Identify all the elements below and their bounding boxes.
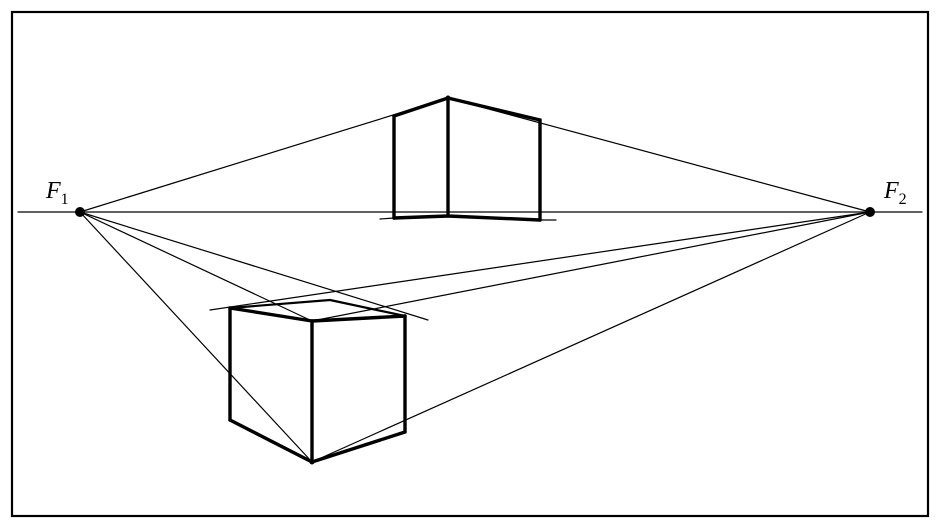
ray-f2-lower-top-front: [312, 212, 870, 321]
ray-f1-lower-bottom: [80, 212, 312, 462]
lower-apex-dot: [310, 460, 315, 465]
upper-top-left-edge: [394, 98, 448, 116]
lower-base-right: [312, 432, 405, 462]
upper-apex-dot: [446, 96, 451, 101]
label-f2: F2: [883, 178, 907, 208]
label-f1: F1: [45, 178, 69, 208]
upper-base-right: [448, 216, 540, 220]
lower-top-left-edge: [230, 308, 312, 321]
lower-top-back-right: [330, 300, 405, 316]
upper-base-ext-left: [380, 218, 394, 219]
ray-f2-lower-bottom: [312, 212, 870, 462]
vanishing-point-f1: [75, 207, 85, 217]
frame-border: [12, 12, 928, 516]
lower-top-back-left: [230, 300, 330, 308]
vanishing-point-f2: [865, 207, 875, 217]
ray-f2-upper-top: [448, 98, 870, 212]
upper-base-left: [394, 216, 448, 218]
upper-top-right-edge: [448, 98, 540, 120]
perspective-diagram: F1 F2: [0, 0, 940, 528]
lower-base-left: [230, 420, 312, 462]
ray-f2-lower-top-left: [210, 212, 870, 310]
